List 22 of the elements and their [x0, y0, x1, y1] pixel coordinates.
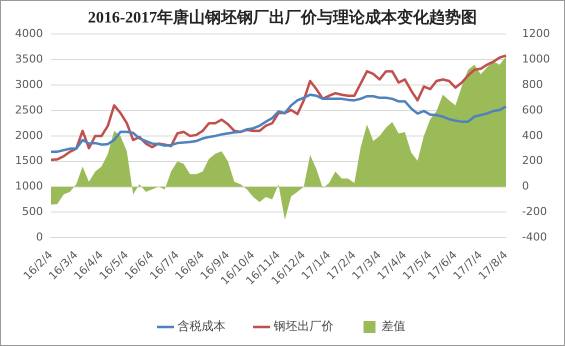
legend-label: 差值 [382, 319, 406, 334]
y-tick-label: 1000 [14, 180, 43, 193]
chart-title: 2016-2017年唐山钢坯钢厂出厂价与理论成本变化趋势图 [88, 8, 478, 27]
y2-tick-label: -400 [522, 230, 547, 244]
y-tick-label: 0 [36, 230, 43, 244]
legend-label: 含税成本 [178, 319, 226, 334]
y-tick-label: 3000 [14, 78, 43, 91]
y-tick-label: 2000 [14, 128, 43, 142]
y-tick-label: 500 [22, 205, 43, 218]
y-tick-label: 4000 [14, 27, 43, 40]
y2-tick-label: 1000 [522, 52, 550, 66]
legend-label: 钢坯出厂价 [272, 319, 334, 334]
y2-tick-label: 800 [522, 78, 544, 91]
y2-tick-label: 1200 [522, 27, 550, 40]
y2-tick-label: 200 [522, 154, 544, 168]
y-tick-label: 1500 [14, 154, 43, 168]
y2-tick-label: 0 [522, 180, 530, 193]
y2-tick-label: 600 [522, 103, 544, 116]
y-tick-label: 3500 [14, 52, 43, 66]
y2-tick-label: 400 [522, 128, 544, 142]
y-tick-label: 2500 [14, 103, 43, 116]
y2-tick-label: -200 [522, 205, 547, 218]
